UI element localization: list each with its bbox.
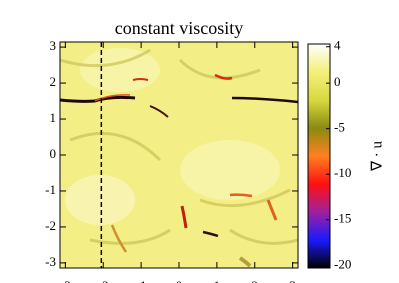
x-tick-label: 0 (176, 278, 183, 283)
colorbar-tick-label: -10 (334, 165, 351, 180)
colorbar (307, 43, 331, 269)
y-tick-label: 1 (50, 110, 57, 125)
y-tick-label: 2 (50, 74, 57, 89)
y-tick-label: -3 (45, 254, 56, 269)
y-tick-label: 3 (50, 38, 57, 53)
field-image (60, 42, 298, 268)
y-tick-label: -1 (45, 182, 56, 197)
colorbar-tick-label: 4 (334, 38, 341, 53)
colorbar-label: ∇ · u (369, 140, 385, 172)
x-tick-label: 2 (252, 278, 259, 283)
colorbar-tick-label: 0 (334, 74, 341, 89)
x-tick-label: 1 (214, 278, 221, 283)
x-tick-label: -2 (98, 278, 109, 283)
x-tick-label: -3 (60, 278, 71, 283)
y-tick-label: 0 (50, 146, 57, 161)
colorbar-tick-label: -20 (334, 256, 351, 271)
y-tick-label: -2 (45, 218, 56, 233)
chart-title: constant viscosity (115, 18, 244, 38)
colorbar-tick-label: -15 (334, 211, 351, 226)
x-tick-label: 3 (289, 278, 296, 283)
x-tick-label: -1 (136, 278, 147, 283)
colorbar-tick-label: -5 (334, 120, 345, 135)
